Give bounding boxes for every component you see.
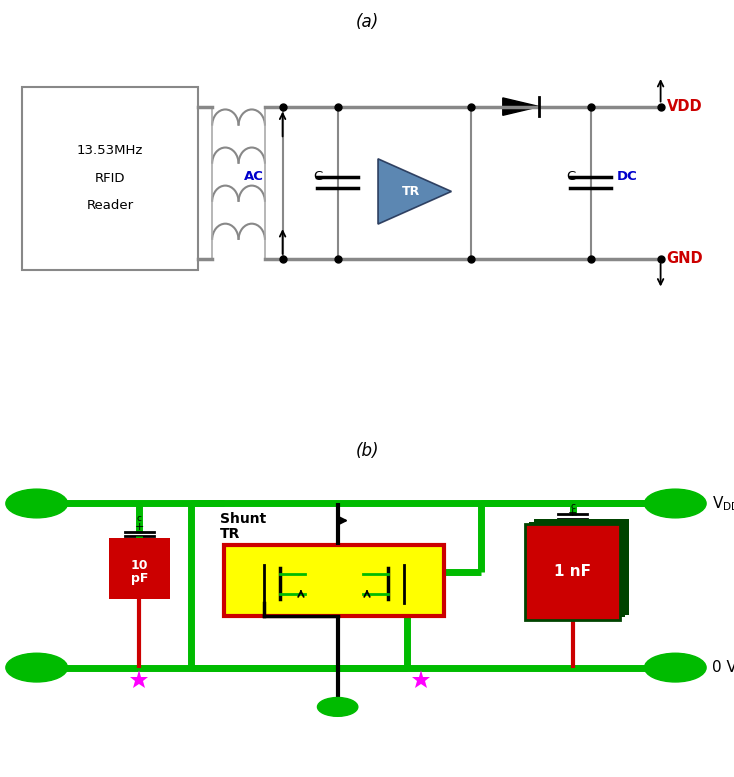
Bar [109, 538, 170, 599]
Circle shape [644, 490, 706, 517]
Bar [529, 521, 625, 618]
Text: (a): (a) [355, 13, 379, 31]
Text: Reader: Reader [87, 200, 134, 212]
Text: +: + [568, 508, 577, 518]
Bar [224, 545, 444, 616]
Text: RFID: RFID [95, 172, 126, 185]
Text: TR: TR [402, 185, 420, 198]
Text: $\mathregular{V_{DD}}$: $\mathregular{V_{DD}}$ [712, 494, 734, 513]
Text: C: C [567, 169, 575, 183]
Text: 1 nF: 1 nF [554, 564, 591, 580]
Text: GND: GND [666, 252, 703, 267]
Ellipse shape [317, 698, 358, 716]
Text: 0 V: 0 V [712, 660, 734, 675]
Bar [525, 524, 620, 620]
Circle shape [6, 490, 68, 517]
Text: C: C [313, 169, 322, 183]
Circle shape [644, 653, 706, 682]
Bar [534, 519, 629, 615]
Text: pF: pF [131, 572, 148, 585]
Polygon shape [378, 159, 451, 224]
Text: 13.53MHz: 13.53MHz [77, 145, 143, 158]
Polygon shape [503, 98, 539, 115]
Text: c: c [137, 514, 142, 524]
Text: c: c [570, 503, 575, 511]
Text: (b): (b) [355, 442, 379, 460]
Text: TR: TR [220, 528, 241, 542]
Text: +: + [135, 521, 144, 531]
Circle shape [6, 653, 68, 682]
Text: AC: AC [244, 169, 264, 183]
Text: Shunt: Shunt [220, 512, 266, 526]
Text: DC: DC [617, 169, 637, 183]
Bar [22, 87, 198, 270]
Text: VDD: VDD [666, 99, 702, 114]
Text: 10: 10 [131, 559, 148, 572]
